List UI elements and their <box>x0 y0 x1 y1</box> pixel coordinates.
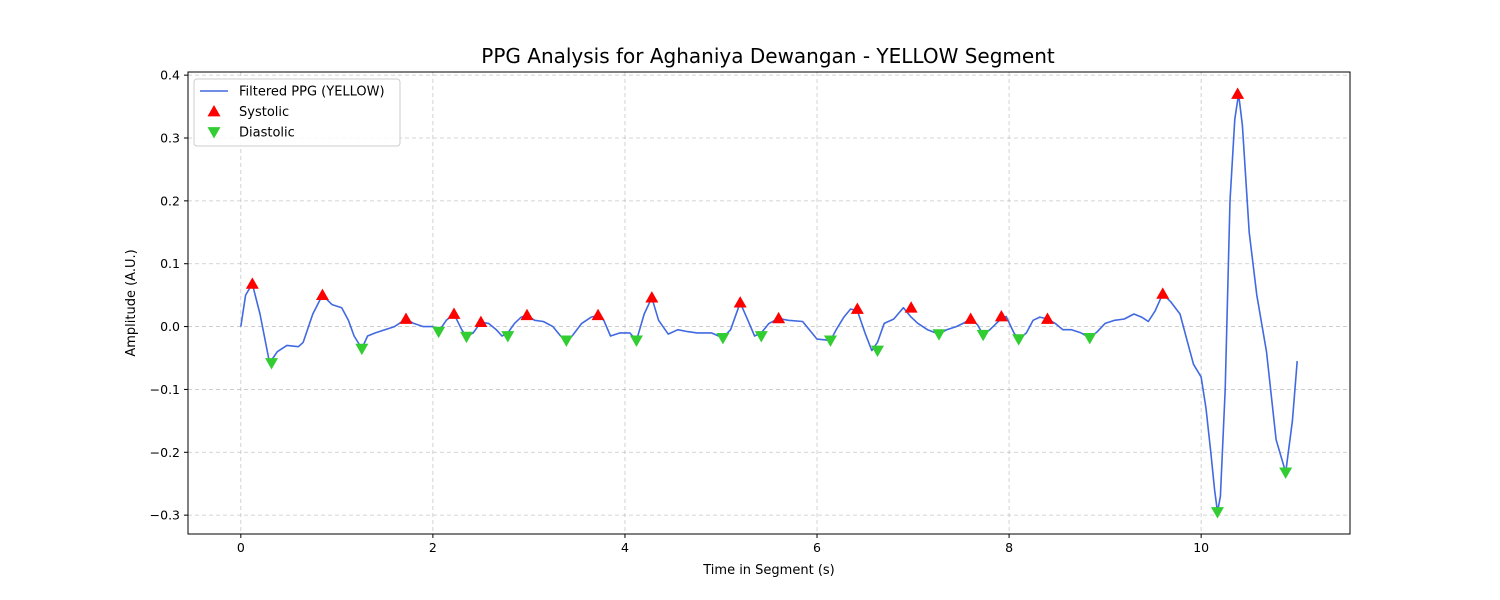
y-tick-label: 0.0 <box>160 319 180 334</box>
diastolic-trough-marker <box>432 326 446 339</box>
plot-frame <box>187 71 1351 535</box>
diastolic-trough-marker <box>355 343 369 356</box>
y-tick-label: −0.1 <box>150 382 180 397</box>
diastolic-trough-marker <box>501 331 515 343</box>
diastolic-trough-marker <box>1012 334 1026 346</box>
y-tick-label: −0.2 <box>150 445 180 460</box>
systolic-peak-marker <box>964 312 978 324</box>
diastolic-trough-marker <box>716 333 730 345</box>
x-tick-label: 2 <box>429 540 437 555</box>
systolic-peak-marker <box>474 315 488 328</box>
diastolic-trough-marker <box>629 335 643 347</box>
axis-ticks: 0 2 4 6 8 10 −0.3 −0.2 −0.1 0.0 0.1 0.2 0.3 0.4 <box>150 68 1210 555</box>
y-tick-label: 0.2 <box>160 193 180 208</box>
systolic-peak-marker <box>645 291 659 303</box>
systolic-peak-marker <box>315 288 329 301</box>
systolic-peak-marker <box>733 296 747 308</box>
legend-entry-label: Filtered PPG (YELLOW) <box>239 85 385 100</box>
diastolic-trough-marker <box>1083 333 1097 345</box>
systolic-peak-marker <box>904 301 918 313</box>
y-tick-label: 0.4 <box>160 68 180 83</box>
systolic-peak-marker <box>399 312 413 324</box>
y-tick-label: 0.1 <box>160 256 180 271</box>
systolic-peak-marker <box>1231 87 1245 99</box>
systolic-peak-marker <box>994 310 1008 322</box>
systolic-peak-marker <box>1040 312 1054 324</box>
legend: Filtered PPG (YELLOW) Systolic Diastolic <box>193 78 401 147</box>
ppg-signal-line <box>240 93 1298 513</box>
legend-systolic-swatch <box>207 105 221 117</box>
plot-data <box>240 87 1298 519</box>
systolic-peak-marker <box>245 277 259 289</box>
legend-entry-label: Systolic <box>239 105 289 120</box>
diastolic-trough-marker <box>823 335 837 347</box>
systolic-peak-marker <box>1156 287 1170 299</box>
x-tick-label: 8 <box>1005 540 1013 555</box>
x-tick-label: 4 <box>621 540 629 555</box>
systolic-peak-marker <box>447 307 461 319</box>
x-tick-label: 0 <box>237 540 245 555</box>
diastolic-trough-marker <box>559 335 573 347</box>
diastolic-trough-marker <box>265 358 279 370</box>
x-tick-label: 10 <box>1193 540 1209 555</box>
diastolic-trough-marker <box>871 345 885 357</box>
diastolic-trough-marker <box>754 331 768 343</box>
diastolic-trough-marker <box>1210 507 1224 519</box>
diastolic-trough-marker <box>459 331 473 344</box>
systolic-peak-marker <box>520 308 534 321</box>
legend-entry-label: Diastolic <box>239 126 295 141</box>
legend-diastolic-swatch <box>207 127 221 139</box>
systolic-peak-marker <box>850 302 864 314</box>
diastolic-trough-marker <box>976 329 990 342</box>
diastolic-trough-marker <box>932 329 946 341</box>
diastolic-trough-marker <box>1279 467 1293 479</box>
systolic-peak-marker <box>772 311 786 324</box>
y-tick-label: −0.3 <box>150 508 180 523</box>
systolic-peak-marker <box>591 308 605 321</box>
legend-box <box>193 78 401 147</box>
y-tick-label: 0.3 <box>160 131 180 146</box>
grid <box>188 72 1350 534</box>
chart-title: PPG Analysis for Aghaniya Dewangan - YEL… <box>481 44 1055 68</box>
x-tick-label: 6 <box>813 540 821 555</box>
y-axis-label: Amplitude (A.U.) <box>124 249 139 356</box>
x-axis-label: Time in Segment (s) <box>702 563 834 578</box>
